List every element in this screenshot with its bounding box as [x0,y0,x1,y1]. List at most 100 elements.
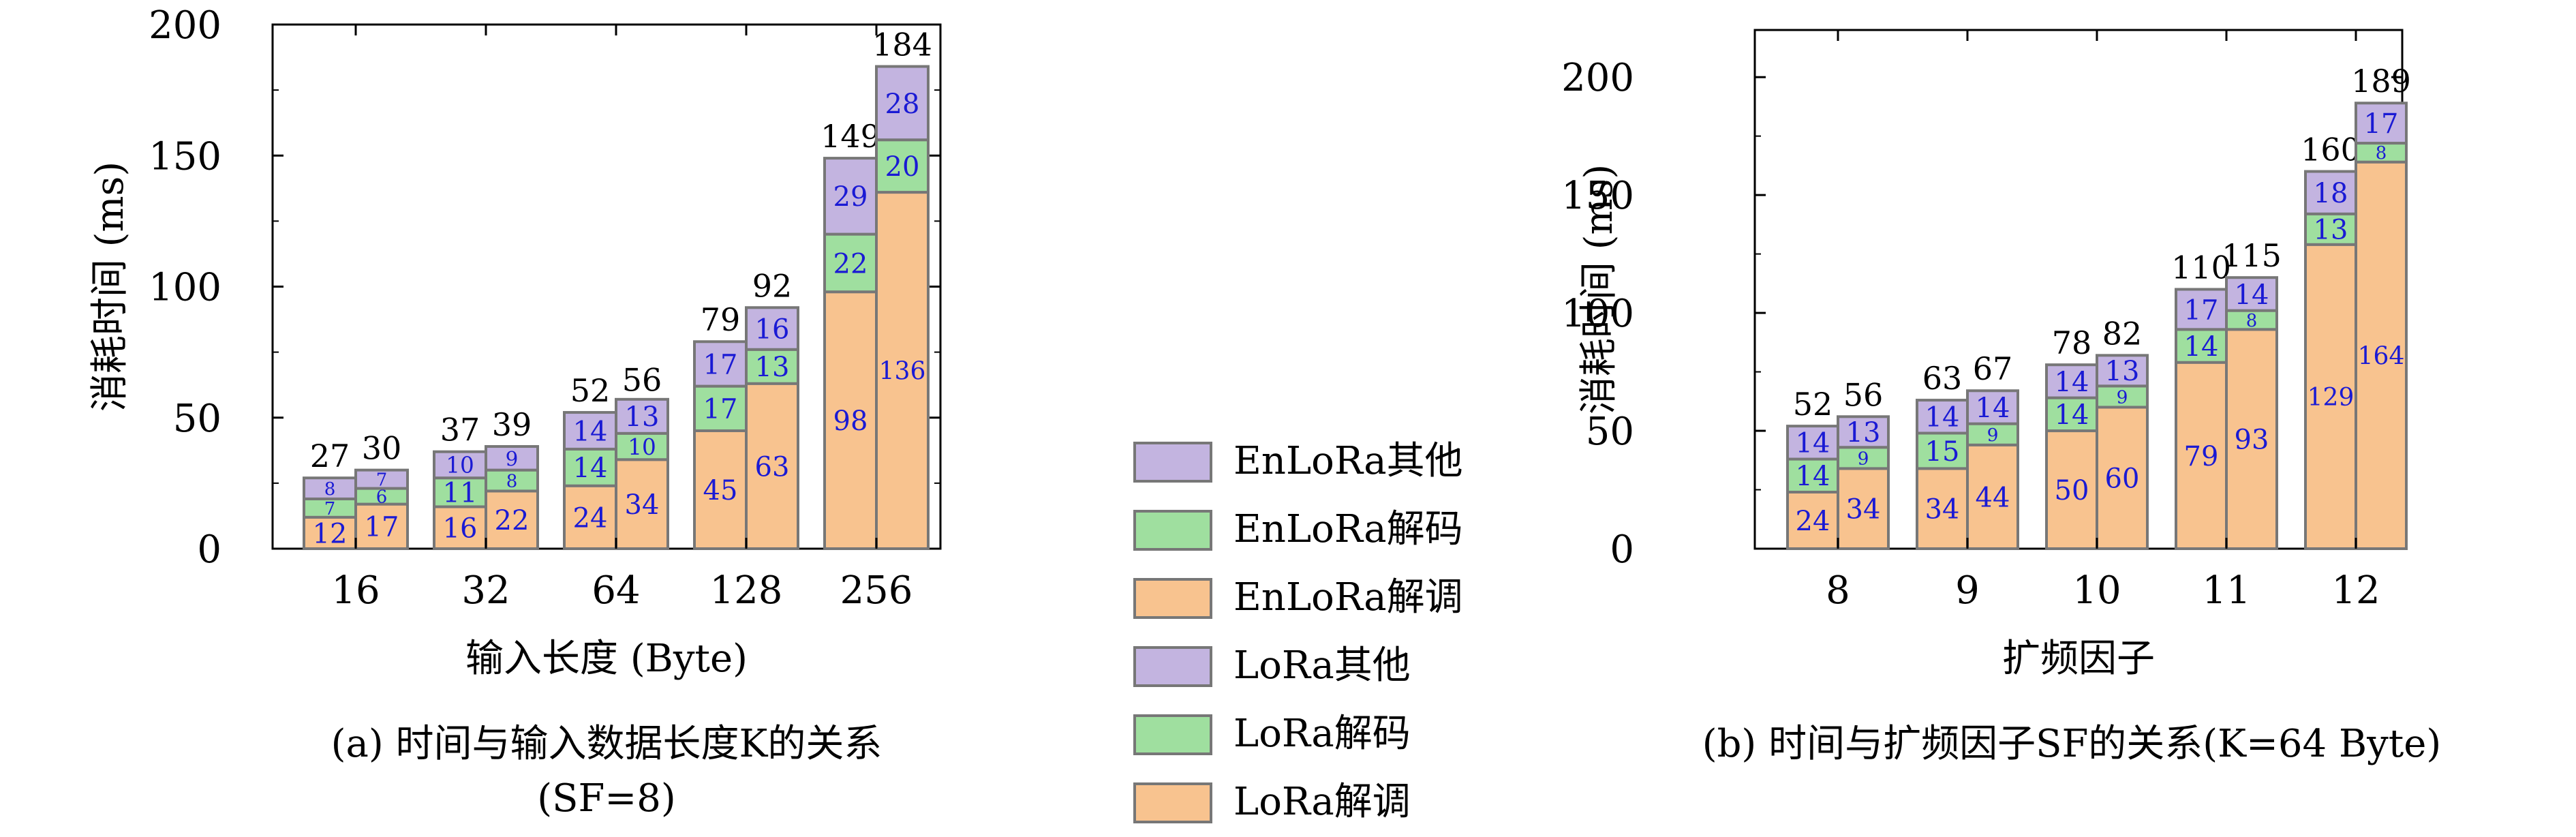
x-tick-label: 16 [331,568,380,613]
legend-swatch-other [1133,646,1212,687]
chart-caption: (a) 时间与输入数据长度K的关系 [331,722,883,766]
y-tick-label: 100 [1561,292,1634,336]
lora-demod-bar [693,429,748,550]
lora-total-label: 37 [440,412,480,448]
legend-label: EnLoRa解码 [1233,507,1463,551]
enlora-other-value: 14 [1976,393,2010,424]
lora-total-label: 160 [2301,132,2361,168]
x-tick-label: 10 [2072,568,2121,613]
lora-decode-value: 14 [1796,461,1830,492]
lora-decode-value: 14 [2184,331,2219,363]
lora-total-label: 149 [821,118,880,155]
lora-other-value: 14 [1925,402,1960,433]
enlora-total-label: 184 [872,27,932,63]
enlora-decode-value: 10 [628,434,656,460]
enlora-decode-value: 9 [1858,448,1869,469]
enlora-decode-value: 8 [2376,143,2387,164]
lora-decode-value: 7 [324,499,336,519]
y-tick-label: 200 [1561,56,1634,100]
enlora-other-value: 14 [2235,279,2269,311]
enlora-demod-value: 63 [755,451,790,483]
enlora-demod-bar [1966,443,2019,550]
enlora-decode-value: 13 [755,352,790,383]
y-axis-label: 消耗时间 (ms) [88,162,132,412]
lora-decode-value: 22 [833,248,868,279]
lora-decode-bar [823,232,878,294]
legend-label: LoRa解调 [1233,780,1411,824]
lora-decode-value: 15 [1925,436,1960,468]
enlora-other-bar [2096,354,2149,388]
enlora-total-label: 115 [2222,237,2282,274]
lora-total-label: 110 [2171,249,2231,286]
enlora-demod-value: 44 [1976,482,2010,513]
lora-demod-value: 129 [2307,384,2355,412]
legend-label: LoRa解码 [1233,712,1411,756]
y-tick-label: 50 [1586,410,1634,454]
lora-demod-value: 79 [2184,441,2219,472]
lora-demod-value: 45 [703,475,738,506]
lora-decode-bar [2045,396,2098,433]
enlora-other-value: 9 [506,447,519,470]
enlora-demod-value: 93 [2235,425,2269,456]
legend-swatch-demod [1133,578,1212,619]
enlora-decode-value: 6 [376,487,388,507]
lora-other-value: 18 [2314,178,2348,209]
enlora-demod-value: 164 [2358,342,2405,370]
lora-demod-value: 24 [573,502,608,534]
lora-demod-bar [823,290,878,550]
y-axis-label: 消耗时间 (ms) [1577,164,1621,414]
legend-swatch-other [1133,442,1212,483]
legend-swatch-decode [1133,510,1212,551]
lora-demod-value: 24 [1796,506,1830,537]
lora-other-value: 8 [324,479,336,500]
lora-total-label: 27 [310,438,350,474]
enlora-decode-value: 20 [885,151,920,183]
enlora-other-value: 16 [755,314,790,345]
enlora-other-bar [1837,415,1890,449]
enlora-demod-bar [2355,160,2408,550]
lora-decode-value: 14 [573,453,608,484]
enlora-demod-value: 17 [365,512,399,543]
lora-decode-bar [303,497,357,519]
lora-other-value: 14 [2055,367,2089,398]
enlora-total-label: 92 [752,267,793,304]
lora-decode-bar [1786,457,1839,493]
lora-other-value: 17 [2184,294,2219,326]
legend-label: LoRa其他 [1233,643,1411,688]
lora-total-label: 63 [1922,360,1963,397]
legend-swatch-demod [1133,782,1212,823]
x-tick-label: 128 [710,568,783,613]
x-axis-label: 输入长度 (Byte) [465,637,748,681]
lora-decode-value: 13 [2314,215,2348,246]
enlora-total-label: 189 [2351,63,2411,100]
legend-label: EnLoRa其他 [1233,439,1463,483]
enlora-total-label: 30 [362,430,402,467]
enlora-other-bar [2355,102,2408,145]
lora-other-value: 14 [1796,428,1830,459]
lora-other-value: 29 [833,181,868,213]
lora-other-value: 10 [446,453,474,478]
y-tick-label: 100 [149,266,221,310]
lora-decode-value: 14 [2055,399,2089,431]
lora-demod-bar [1786,490,1839,550]
lora-other-value: 17 [703,349,738,380]
enlora-demod-bar [1837,467,1890,551]
lora-other-bar [2175,288,2228,331]
enlora-demod-value: 34 [625,489,660,521]
enlora-demod-value: 136 [879,358,926,386]
enlora-demod-bar [354,502,409,551]
x-tick-label: 32 [461,568,510,613]
enlora-other-bar [2225,276,2278,312]
lora-demod-value: 34 [1925,494,1960,526]
y-tick-label: 0 [197,528,221,572]
lora-other-value: 14 [573,416,608,447]
enlora-other-bar [745,306,799,351]
enlora-demod-bar [745,382,799,551]
enlora-decode-value: 9 [2117,386,2128,408]
enlora-other-value: 13 [625,401,660,433]
x-tick-label: 64 [592,568,640,613]
x-tick-label: 12 [2331,568,2380,613]
